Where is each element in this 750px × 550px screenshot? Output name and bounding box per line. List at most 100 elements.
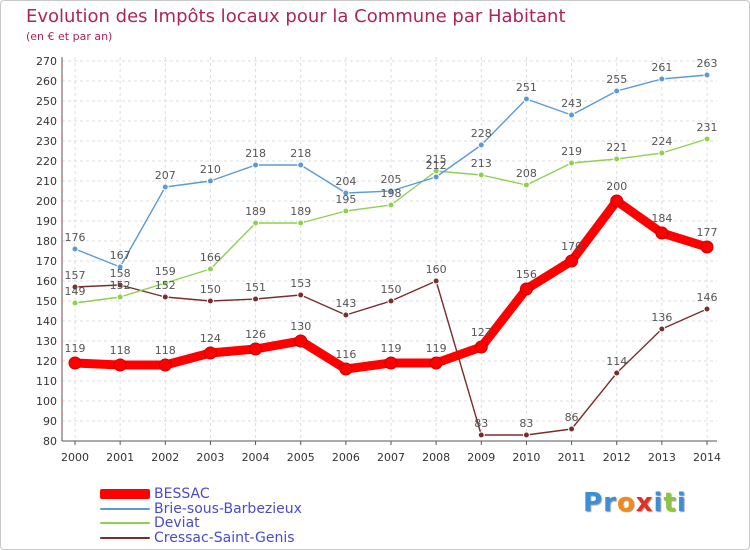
x-tick-label: 2011 [558, 451, 586, 464]
y-tick-label: 210 [36, 175, 57, 188]
data-point [161, 293, 169, 301]
data-label: 146 [697, 291, 718, 304]
y-tick-label: 120 [36, 355, 57, 368]
logo-letter: x [635, 488, 654, 518]
legend-label: BESSAC [154, 486, 210, 502]
legend-label: Deviat [154, 515, 200, 531]
y-tick-label: 180 [36, 235, 57, 248]
data-point [116, 281, 124, 289]
data-point [252, 219, 260, 227]
data-label: 119 [381, 342, 402, 355]
x-tick-label: 2014 [693, 451, 721, 464]
data-point [522, 431, 530, 439]
x-tick-label: 2009 [467, 451, 495, 464]
data-label: 219 [561, 145, 582, 158]
data-label: 83 [474, 417, 488, 430]
x-tick-label: 2004 [242, 451, 270, 464]
legend-item: Cressac-Saint-Genis [100, 530, 295, 546]
x-tick-label: 2001 [106, 451, 134, 464]
y-tick-label: 140 [36, 315, 57, 328]
data-label: 127 [471, 326, 492, 339]
y-tick-label: 250 [36, 95, 57, 108]
y-tick-label: 170 [36, 255, 57, 268]
data-point [658, 149, 666, 157]
y-tick-label: 220 [36, 155, 57, 168]
data-label: 152 [155, 279, 176, 292]
x-tick-label: 2007 [377, 451, 405, 464]
data-point [116, 293, 124, 301]
x-tick-label: 2006 [332, 451, 360, 464]
data-label: 86 [565, 411, 579, 424]
y-tick-label: 130 [36, 335, 57, 348]
chart-subtitle: (en € et par an) [26, 30, 113, 43]
data-label: 118 [110, 344, 131, 357]
data-point [387, 187, 395, 195]
data-point [339, 362, 353, 376]
data-point [161, 183, 169, 191]
data-point [116, 263, 124, 271]
data-label: 170 [561, 240, 582, 253]
data-label: 218 [245, 147, 266, 160]
data-point [703, 305, 711, 313]
data-point [158, 358, 172, 372]
data-label: 210 [200, 163, 221, 176]
logo-letter: r [603, 488, 617, 518]
data-point [161, 279, 169, 287]
data-point [610, 194, 624, 208]
data-point [203, 346, 217, 360]
x-tick-label: 2003 [196, 451, 224, 464]
data-point [568, 159, 576, 167]
data-point [252, 161, 260, 169]
data-label: 166 [200, 251, 221, 264]
data-label: 189 [245, 205, 266, 218]
series-lines [68, 71, 714, 439]
data-point [384, 356, 398, 370]
y-tick-label: 100 [36, 395, 57, 408]
data-point [658, 75, 666, 83]
data-point [613, 369, 621, 377]
x-tick-label: 2008 [422, 451, 450, 464]
data-label: 213 [471, 157, 492, 170]
data-label: 263 [697, 57, 718, 70]
legend-item: Deviat [100, 515, 200, 531]
data-label: 83 [519, 417, 533, 430]
data-point [568, 111, 576, 119]
data-label: 184 [651, 212, 672, 225]
legend-label: Cressac-Saint-Genis [154, 530, 295, 546]
data-label: 119 [65, 342, 86, 355]
legend-item: Brie-sous-Barbezieux [100, 501, 302, 517]
data-point [658, 325, 666, 333]
x-tick-label: 2012 [603, 451, 631, 464]
data-label: 126 [245, 328, 266, 341]
data-point [206, 265, 214, 273]
plot-area [62, 57, 717, 441]
y-tick-label: 150 [36, 295, 57, 308]
data-label: 224 [651, 135, 672, 148]
data-point [432, 277, 440, 285]
logo-letter: P [583, 488, 604, 518]
data-point [477, 141, 485, 149]
data-label: 218 [290, 147, 311, 160]
data-label: 231 [697, 121, 718, 134]
logo-letter: o [616, 488, 636, 518]
data-label: 151 [245, 281, 266, 294]
data-label: 153 [290, 277, 311, 290]
y-tick-label: 270 [36, 55, 57, 68]
data-label: 160 [426, 263, 447, 276]
data-label: 207 [155, 169, 176, 182]
data-label: 157 [65, 269, 86, 282]
y-tick-label: 160 [36, 275, 57, 288]
data-label: 150 [200, 283, 221, 296]
x-tick-label: 2013 [648, 451, 676, 464]
legend-item: BESSAC [100, 486, 210, 502]
data-label: 243 [561, 97, 582, 110]
data-label: 158 [110, 267, 131, 280]
data-point [342, 311, 350, 319]
data-point [703, 135, 711, 143]
legend-swatch [100, 522, 150, 524]
data-label: 167 [110, 249, 131, 262]
grid-lines [62, 57, 717, 442]
data-label: 124 [200, 332, 221, 345]
data-label: 116 [335, 348, 356, 361]
data-point [703, 71, 711, 79]
